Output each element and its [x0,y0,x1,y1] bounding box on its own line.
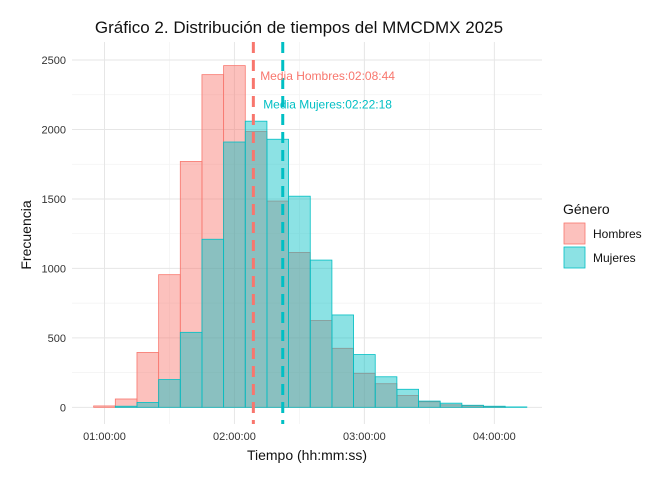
bar-mujeres [201,238,225,408]
bar-mujeres [309,259,333,408]
legend-label-hombres: Hombres [593,227,642,241]
bar-mujeres [136,402,160,408]
annotation-hombres: Media Hombres:02:08:44 [260,69,395,83]
bar-mujeres [418,400,441,408]
x-tick-label: 01:00:00 [83,431,126,443]
y-tick-label: 1500 [42,194,66,206]
bar-mujeres [461,404,484,408]
x-axis-title: Tiempo (hh:mm:ss) [247,447,367,463]
bar-mujeres [244,120,268,408]
x-tick-label: 02:00:00 [213,431,256,443]
x-axis-ticks: 01:00:00 02:00:00 03:00:00 04:00:00 [83,431,516,443]
chart-title: Gráfico 2. Distribución de tiempos del M… [95,18,503,37]
bar-mujeres [158,379,181,408]
bar-mujeres [439,402,463,408]
mean-lines [251,42,285,424]
y-tick-label: 0 [60,402,66,414]
y-tick-label: 1000 [42,263,66,275]
legend-key-mujeres [563,246,586,269]
x-tick-label: 04:00:00 [473,431,516,443]
legend-key-hombres [563,222,586,245]
bar-mujeres [331,314,354,408]
legend-title: Género [563,201,610,217]
annotations: Media Hombres:02:08:44 Media Mujeres:02:2… [260,69,395,111]
bar-hombres [136,352,160,408]
y-axis-title: Frecuencia [18,200,34,269]
y-tick-label: 2500 [42,55,66,67]
bar-mujeres [114,405,138,408]
bar-mujeres [353,354,376,408]
y-tick-label: 2000 [42,125,66,137]
bar-mujeres [483,405,506,408]
annotation-mujeres: Media Mujeres:02:22:18 [263,98,392,112]
bars [93,65,528,408]
y-axis-ticks: 0 500 1000 1500 2000 2500 [42,55,66,414]
bar-mujeres [288,195,311,408]
bar-mujeres [266,138,289,408]
bar-mujeres [396,388,419,408]
x-tick-label: 03:00:00 [343,431,386,443]
bar-mujeres [223,141,246,408]
bar-mujeres [179,331,203,408]
legend: Género Hombres Mujeres [563,201,642,269]
legend-label-mujeres: Mujeres [593,251,636,265]
y-tick-label: 500 [48,333,66,345]
bar-hombres [93,405,116,408]
bar-mujeres [374,376,398,408]
